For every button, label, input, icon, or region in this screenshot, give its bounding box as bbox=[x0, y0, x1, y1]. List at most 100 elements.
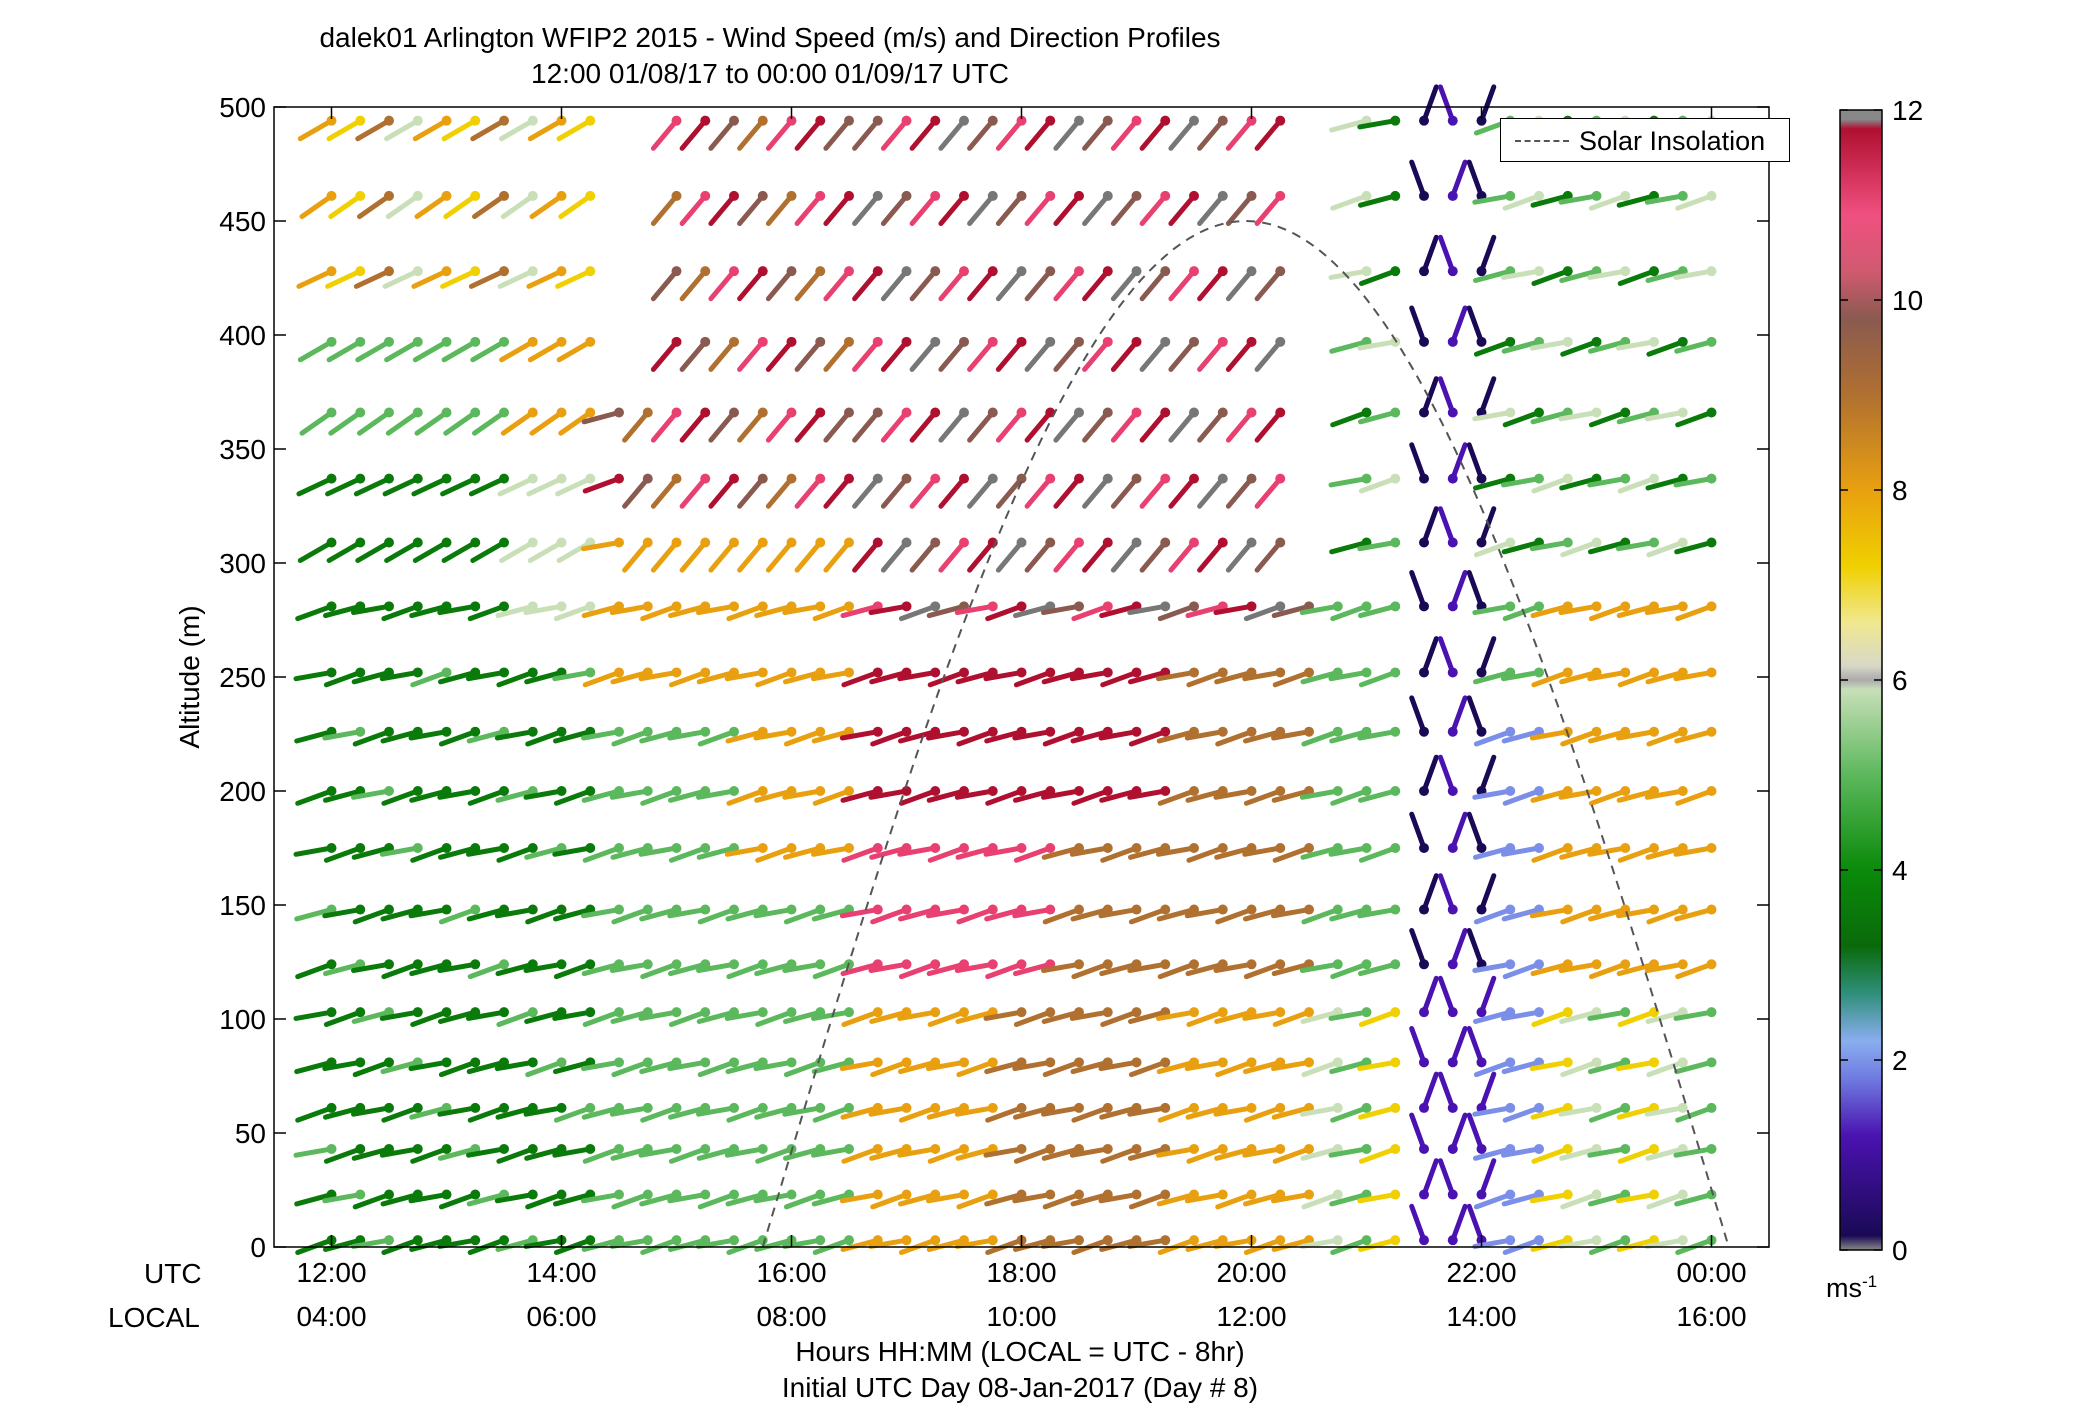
wind-barb-dot bbox=[872, 336, 883, 347]
wind-barb-dot bbox=[1390, 190, 1401, 201]
wind-barb bbox=[1616, 788, 1657, 803]
wind-barb-dot bbox=[1246, 1189, 1257, 1200]
wind-barb bbox=[737, 476, 766, 509]
wind-barb-dot bbox=[757, 336, 768, 347]
wind-barb bbox=[553, 1105, 593, 1123]
wind-barb-dot bbox=[1189, 959, 1199, 970]
wind-barb bbox=[1529, 339, 1571, 351]
wind-barb bbox=[1559, 669, 1599, 685]
wind-barb-dot bbox=[326, 537, 337, 548]
wind-barb-dot bbox=[556, 904, 567, 915]
wind-barb-dot bbox=[1620, 1235, 1631, 1246]
wind-barb bbox=[581, 1059, 622, 1072]
wind-barb bbox=[638, 1146, 679, 1158]
wind-barb bbox=[1271, 788, 1312, 803]
wind-barb-dot bbox=[1102, 1102, 1113, 1113]
wind-barb-dot bbox=[499, 266, 509, 277]
wind-barb-dot bbox=[1189, 1007, 1199, 1018]
wind-barb-dot bbox=[987, 266, 998, 277]
wind-barb bbox=[1530, 788, 1571, 803]
wind-barb bbox=[909, 410, 938, 443]
wind-barb-dot bbox=[355, 115, 366, 126]
wind-barb bbox=[553, 1059, 593, 1075]
wind-barb-dot bbox=[1102, 786, 1113, 796]
wind-barb bbox=[1069, 1009, 1111, 1021]
wind-barb bbox=[1502, 193, 1542, 211]
wind-barb bbox=[1472, 961, 1513, 973]
wind-barb bbox=[650, 118, 679, 151]
wind-barb-dot bbox=[1045, 537, 1056, 548]
wind-barb-dot bbox=[1131, 190, 1142, 201]
wind-barb bbox=[325, 268, 363, 289]
wind-barb bbox=[1357, 729, 1398, 741]
wind-barb-dot bbox=[1189, 843, 1199, 853]
wind-barb bbox=[1082, 339, 1111, 372]
wind-barb bbox=[1330, 788, 1369, 806]
wind-barb bbox=[1013, 1146, 1053, 1164]
wind-barb-dot bbox=[1419, 1102, 1429, 1113]
wind-barb-dot bbox=[384, 601, 394, 612]
wind-barb bbox=[1437, 1158, 1456, 1198]
wind-barb bbox=[1053, 476, 1082, 509]
wind-barb-dot bbox=[1447, 667, 1458, 678]
wind-barb-dot bbox=[1361, 667, 1372, 678]
wind-barb-dot bbox=[1390, 1235, 1401, 1246]
wind-barb-dot bbox=[901, 407, 912, 418]
wind-barb-dot bbox=[1217, 904, 1228, 915]
wind-barb bbox=[1421, 1071, 1439, 1111]
wind-barb-dot bbox=[872, 407, 883, 418]
wind-barb bbox=[1156, 729, 1197, 744]
wind-barb-dot bbox=[1102, 667, 1113, 678]
wind-barb-dot bbox=[499, 1102, 509, 1113]
wind-barb bbox=[438, 1192, 478, 1210]
wind-barb-dot bbox=[872, 1057, 883, 1068]
wind-barb bbox=[1479, 506, 1497, 545]
wind-barb-dot bbox=[527, 1189, 538, 1200]
wind-barb-dot bbox=[987, 407, 998, 418]
wind-barb bbox=[1041, 603, 1082, 616]
wind-barb-dot bbox=[1189, 786, 1199, 796]
wind-barb bbox=[985, 1105, 1024, 1123]
wind-barb-dot bbox=[930, 959, 941, 970]
wind-barb-dot bbox=[326, 1007, 337, 1018]
wind-barb-dot bbox=[1591, 537, 1602, 548]
wind-barb-dot bbox=[1476, 266, 1487, 277]
wind-barb bbox=[1530, 603, 1571, 619]
wind-barb bbox=[295, 603, 334, 622]
wind-barb-dot bbox=[1534, 407, 1544, 418]
wind-barb bbox=[955, 1146, 996, 1161]
wind-barb bbox=[1588, 603, 1628, 622]
wind-barb-dot bbox=[1275, 601, 1286, 612]
wind-barb bbox=[1254, 476, 1283, 509]
wind-barb bbox=[765, 118, 794, 151]
wind-barb bbox=[880, 339, 909, 372]
wind-barb-dot bbox=[1447, 1235, 1458, 1246]
wind-barb-dot bbox=[1304, 843, 1314, 853]
wind-barb-dot bbox=[700, 266, 711, 277]
wind-barb bbox=[527, 339, 564, 363]
wind-barb-dot bbox=[1160, 1189, 1171, 1200]
wind-barb bbox=[1674, 539, 1714, 555]
wind-barb-dot bbox=[1534, 959, 1544, 970]
wind-barb-dot bbox=[1562, 843, 1573, 853]
wind-barb-dot bbox=[1419, 473, 1429, 484]
wind-barb-dot bbox=[959, 667, 969, 678]
wind-barb bbox=[441, 339, 478, 363]
wind-barb bbox=[839, 907, 881, 919]
wind-barb bbox=[823, 118, 852, 151]
wind-barb bbox=[1041, 1237, 1082, 1249]
wind-barb bbox=[1127, 788, 1168, 800]
wind-barb-dot bbox=[1447, 1143, 1458, 1154]
wind-barb bbox=[956, 1059, 996, 1078]
wind-barb-dot bbox=[1217, 115, 1228, 126]
wind-barb-dot bbox=[355, 537, 366, 548]
wind-barb-dot bbox=[355, 667, 366, 678]
wind-barb bbox=[1215, 907, 1254, 925]
wind-barb bbox=[755, 1009, 794, 1027]
wind-barb bbox=[494, 1059, 536, 1072]
wind-barb-dot bbox=[614, 726, 624, 737]
wind-barb bbox=[1301, 729, 1341, 747]
wind-barb-dot bbox=[384, 726, 394, 737]
wind-barb-dot bbox=[815, 336, 826, 347]
wind-barb-dot bbox=[1390, 1007, 1401, 1018]
